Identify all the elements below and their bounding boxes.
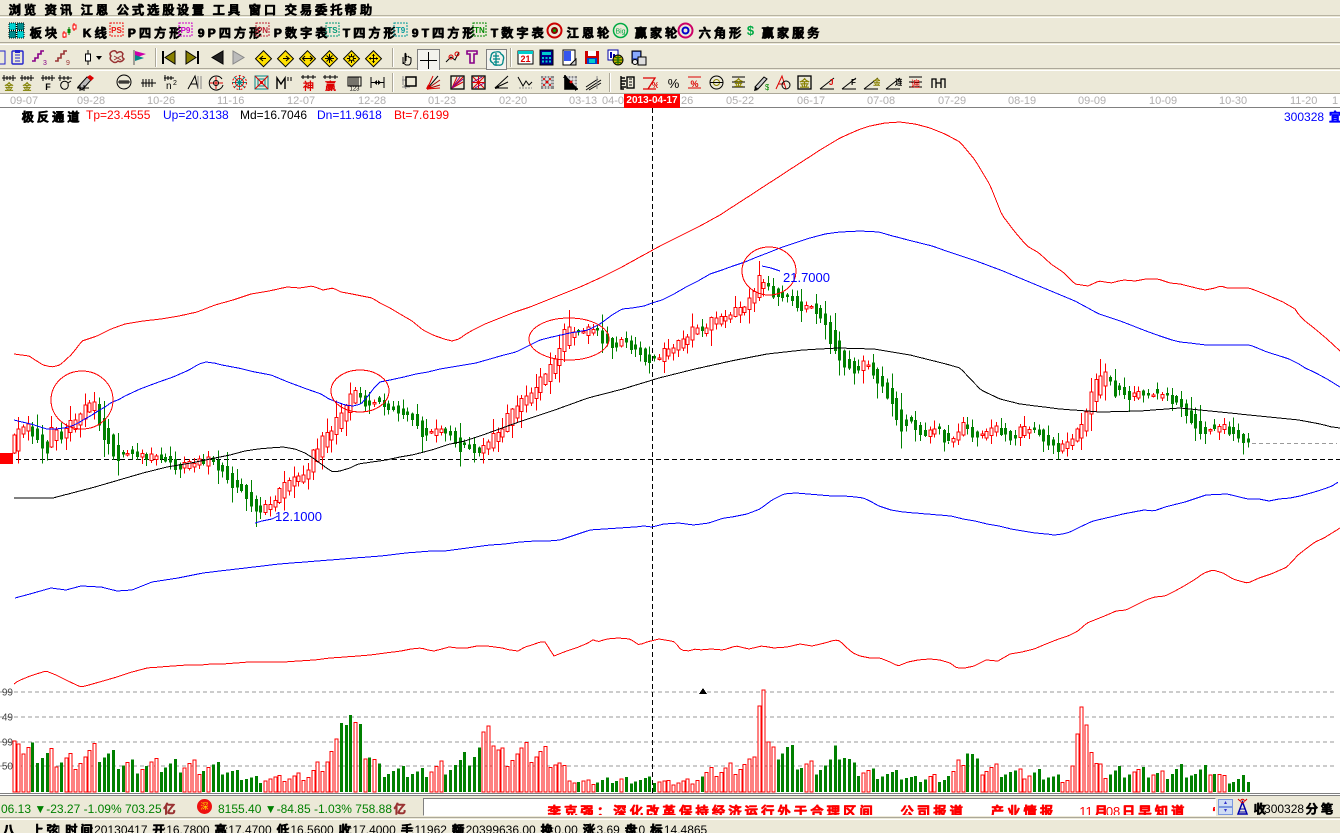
svg-text:J: J	[829, 78, 833, 87]
svg-text:2: 2	[173, 80, 177, 87]
svg-text:金: 金	[21, 81, 32, 91]
svg-text:PN: PN	[257, 26, 268, 35]
svg-text:神: 神	[303, 79, 314, 91]
svg-text:49: 49	[2, 713, 14, 724]
svg-text:金: 金	[872, 77, 880, 87]
svg-text:3: 3	[43, 60, 47, 66]
svg-text:连: 连	[895, 77, 902, 87]
svg-text:9: 9	[66, 60, 70, 66]
svg-text:%: %	[690, 79, 698, 89]
svg-text:T9: T9	[396, 26, 406, 35]
svg-text:50: 50	[2, 762, 14, 773]
svg-text:$: $	[765, 83, 769, 91]
svg-text:%: %	[668, 76, 680, 91]
svg-text:TN: TN	[474, 26, 485, 35]
svg-text:F: F	[45, 82, 51, 91]
svg-text:%: %	[652, 81, 658, 90]
svg-text:金: 金	[799, 77, 811, 90]
svg-text:99: 99	[2, 738, 14, 749]
svg-text:遍: 遍	[911, 78, 920, 89]
svg-text:21.7000: 21.7000	[783, 270, 830, 285]
svg-text:赢: 赢	[325, 79, 336, 91]
svg-text:金: 金	[3, 81, 14, 91]
svg-text:Big: Big	[615, 29, 625, 36]
svg-text:$: $	[747, 23, 755, 38]
svg-text:99: 99	[2, 688, 14, 699]
svg-text:金: 金	[733, 77, 744, 88]
svg-text:n: n	[166, 81, 172, 91]
svg-text:F: F	[851, 78, 856, 87]
svg-text:P9: P9	[181, 26, 191, 35]
svg-text:TS: TS	[327, 26, 338, 35]
svg-text:123: 123	[349, 87, 360, 92]
svg-text:PS: PS	[111, 26, 122, 35]
svg-text:12.1000: 12.1000	[275, 509, 322, 524]
svg-text:21: 21	[520, 54, 530, 64]
